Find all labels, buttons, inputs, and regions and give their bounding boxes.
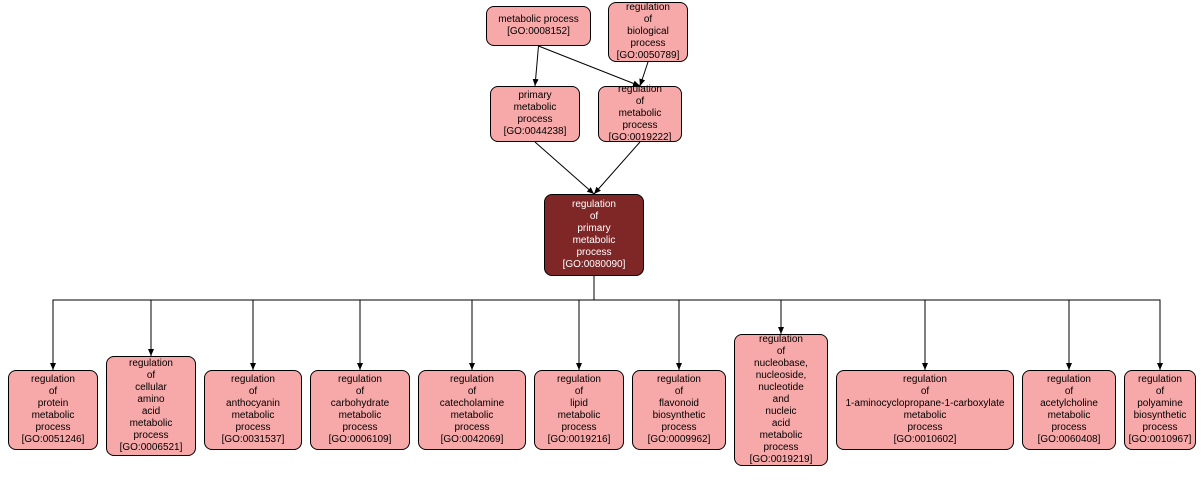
edge-n_center-c3 (360, 276, 594, 370)
edge-n_center-c7 (594, 276, 781, 334)
edge-n_primmet-n_center (535, 142, 594, 194)
node-c4: regulation of catecholamine metabolic pr… (418, 370, 526, 450)
edge-n_center-c6 (594, 276, 679, 370)
node-n_center: regulation of primary metabolic process … (544, 194, 644, 276)
edge-n_center-c2 (253, 276, 594, 370)
node-n_metproc: metabolic process [GO:0008152] (486, 6, 591, 46)
edge-n_center-c9 (594, 276, 1069, 370)
edge-n_center-c5 (579, 276, 594, 370)
node-c1: regulation of cellular amino acid metabo… (106, 356, 196, 456)
node-c10: regulation of polyamine biosynthetic pro… (1124, 370, 1196, 450)
edge-n_center-c10 (594, 276, 1160, 370)
node-c3: regulation of carbohydrate metabolic pro… (310, 370, 410, 450)
edge-n_center-c1 (151, 276, 594, 356)
edge-n_regmet-n_center (594, 142, 640, 194)
node-c0: regulation of protein metabolic process … (8, 370, 98, 450)
node-c6: regulation of flavonoid biosynthetic pro… (632, 370, 726, 450)
edge-n_center-c4 (472, 276, 594, 370)
node-c5: regulation of lipid metabolic process [G… (534, 370, 624, 450)
edge-n_metproc-n_primmet (535, 46, 539, 86)
node-c7: regulation of nucleobase, nucleoside, nu… (734, 334, 828, 466)
node-c9: regulation of acetylcholine metabolic pr… (1022, 370, 1116, 450)
node-n_primmet: primary metabolic process [GO:0044238] (490, 86, 580, 142)
node-c2: regulation of anthocyanin metabolic proc… (204, 370, 302, 450)
node-n_regbio: regulation of biological process [GO:005… (608, 2, 688, 62)
edge-n_regbio-n_regmet (640, 62, 648, 86)
node-c8: regulation of 1-aminocyclopropane-1-carb… (836, 370, 1014, 450)
node-n_regmet: regulation of metabolic process [GO:0019… (598, 86, 682, 142)
